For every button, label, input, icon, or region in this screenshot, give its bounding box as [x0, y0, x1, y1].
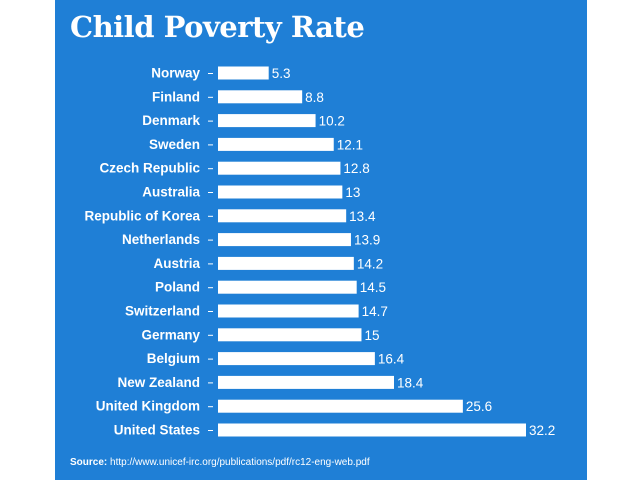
category-label: Poland — [155, 280, 200, 295]
chart-panel: Child Poverty Rate Norway 5.3 Finland 8.8 De… — [55, 0, 587, 480]
bar — [218, 233, 351, 247]
value-label: 15 — [364, 328, 379, 343]
category-label: Czech Republic — [99, 161, 200, 176]
bar — [218, 209, 347, 223]
bar — [218, 304, 359, 318]
value-label: 18.4 — [397, 375, 424, 390]
bar-rows: Norway 5.3 Finland 8.8 Denmark 10.2 Sweden 12.1… — [84, 66, 555, 439]
source-label: Source: — [70, 457, 108, 468]
source-note: Source: http://www.unicef-irc.org/public… — [70, 457, 370, 468]
value-label: 14.7 — [362, 304, 388, 319]
value-label: 8.8 — [305, 90, 324, 105]
category-label: Switzerland — [125, 304, 200, 319]
category-label: United Kingdom — [96, 399, 200, 414]
bar — [218, 375, 394, 389]
category-label: United States — [114, 423, 200, 438]
value-label: 14.2 — [357, 256, 383, 271]
bar — [218, 161, 341, 175]
category-label: Norway — [151, 66, 200, 81]
bar — [218, 328, 362, 342]
value-label: 14.5 — [360, 280, 386, 295]
value-label: 32.2 — [529, 423, 555, 438]
value-label: 13 — [345, 185, 360, 200]
bar — [218, 256, 354, 270]
bar — [218, 66, 269, 80]
category-label: Republic of Korea — [84, 208, 200, 223]
chart-title: Child Poverty Rate — [70, 10, 365, 44]
bar — [218, 423, 526, 437]
category-label: Sweden — [149, 137, 200, 152]
category-label: Denmark — [142, 113, 200, 128]
bar-chart: Norway 5.3 Finland 8.8 Denmark 10.2 Sweden 12.1… — [84, 66, 555, 439]
value-label: 25.6 — [466, 399, 492, 414]
bar — [218, 280, 357, 294]
value-label: 12.1 — [337, 137, 363, 152]
category-label: Netherlands — [122, 232, 200, 247]
bar — [218, 114, 316, 128]
value-label: 5.3 — [272, 66, 291, 81]
value-label: 12.8 — [343, 161, 369, 176]
category-label: Austria — [153, 256, 200, 271]
value-label: 16.4 — [378, 352, 405, 367]
value-label: 13.9 — [354, 233, 380, 248]
source-url: http://www.unicef-irc.org/publications/p… — [110, 457, 370, 468]
value-label: 10.2 — [319, 114, 345, 129]
category-label: New Zealand — [117, 375, 200, 390]
bar — [218, 185, 343, 199]
bar — [218, 90, 303, 104]
category-label: Belgium — [147, 351, 200, 366]
bar — [218, 137, 334, 151]
value-label: 13.4 — [349, 209, 376, 224]
category-label: Finland — [152, 89, 200, 104]
category-label: Australia — [142, 185, 200, 200]
bar — [218, 352, 375, 366]
bar — [218, 399, 463, 413]
category-label: Germany — [141, 327, 200, 342]
